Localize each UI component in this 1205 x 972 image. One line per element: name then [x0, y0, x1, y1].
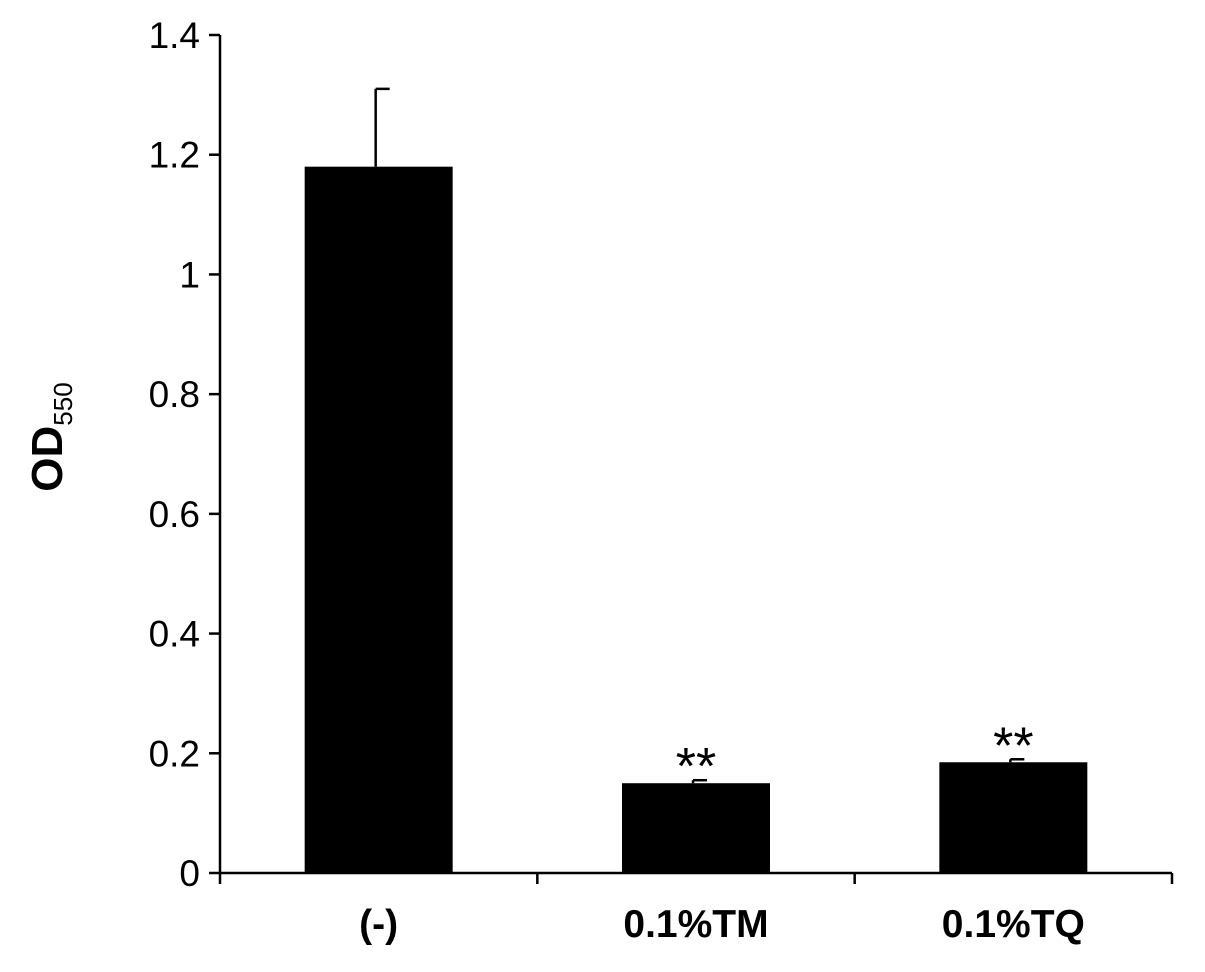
svg-text:OD550: OD550: [23, 382, 78, 491]
bar: [939, 762, 1088, 873]
y-tick-label: 0.6: [149, 494, 200, 535]
y-tick-label: 1.2: [149, 135, 200, 176]
y-tick-label: 1: [179, 254, 200, 295]
bar: [304, 166, 453, 873]
significance-label: **: [993, 717, 1033, 775]
x-tick-label: (-): [359, 903, 398, 946]
y-tick-label: 0.2: [149, 733, 200, 774]
significance-label: **: [676, 738, 716, 796]
y-axis-title: OD550: [23, 382, 78, 491]
x-tick-labels: (-) 0.1%TM 0.1%TQ: [359, 903, 1085, 946]
bar: [622, 783, 770, 873]
x-tick-label: 0.1%TM: [623, 903, 768, 946]
y-ticks: 0 0.2 0.4 0.6 0.8 1 1.2 1.4: [149, 15, 220, 894]
bars: ** **: [304, 87, 1088, 873]
y-axis-label-subscript: 550: [48, 382, 78, 425]
y-tick-label: 1.4: [149, 15, 200, 56]
y-tick-label: 0.8: [149, 374, 200, 415]
y-tick-label: 0: [179, 853, 200, 894]
y-tick-label: 0.4: [149, 614, 200, 655]
x-tick-label: 0.1%TQ: [942, 903, 1085, 946]
y-axis-label: OD: [23, 426, 72, 492]
